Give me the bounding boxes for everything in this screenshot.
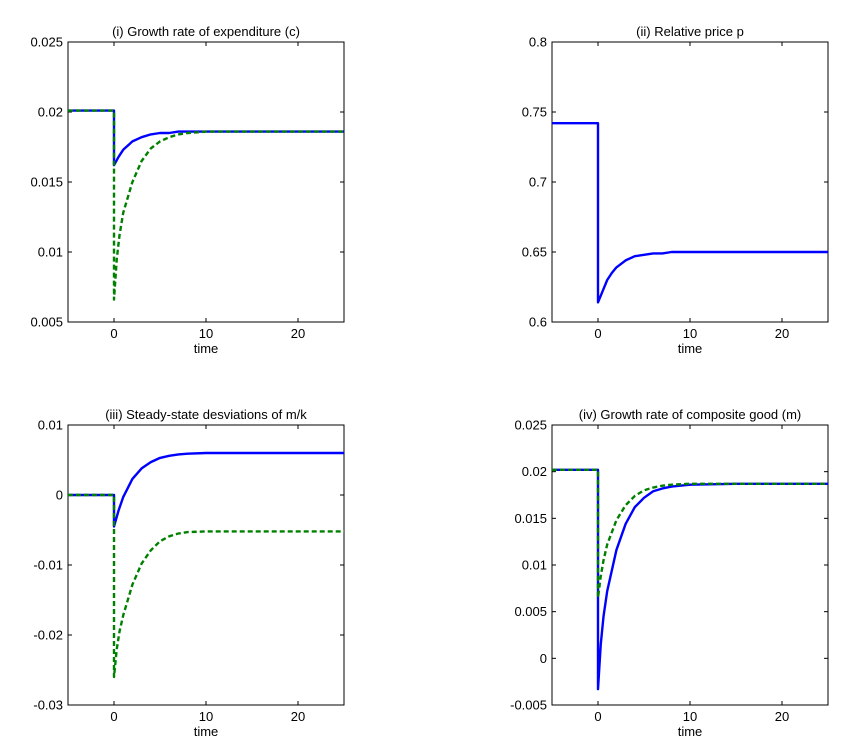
x-axis-label: time: [194, 341, 219, 356]
y-tick-label: -0.03: [33, 698, 63, 713]
y-tick-label: 0.6: [529, 315, 547, 330]
chart-panel-3: 0 10 20 -0.03 -0.02 -0.01 0 0.01 (iii) Steady-st…: [33, 407, 345, 739]
x-axis-label: time: [678, 724, 703, 739]
y-tick-label: -0.005: [510, 698, 547, 713]
series-line-2: [68, 493, 344, 679]
chart-title: (ii) Relative price p: [636, 24, 744, 39]
y-tick-label: 0.005: [514, 604, 547, 619]
y-tick-label: 0.65: [522, 245, 547, 260]
y-tick-label: 0.025: [514, 418, 547, 433]
x-tick-label: 10: [199, 709, 213, 724]
x-tick-label: 20: [775, 326, 789, 341]
y-tick-label: 0.02: [38, 105, 63, 120]
y-tick-label: 0.01: [522, 558, 547, 573]
x-tick-label: 10: [199, 326, 213, 341]
series-line-2: [68, 109, 344, 301]
x-axis-label: time: [678, 341, 703, 356]
series-line-1: [552, 122, 828, 304]
y-tick-label: 0.005: [30, 315, 63, 330]
chart-panel-2: 0 10 20 0.6 0.65 0.7 0.75 0.8 (ii) Relative pric…: [522, 24, 829, 356]
y-tick-label: 0.02: [522, 464, 547, 479]
plot-area: [67, 424, 345, 706]
chart-panel-1: 0 10 20 0.005 0.01 0.015 0.02 0.025 (i) Growth r…: [30, 24, 345, 356]
plot-area: [551, 424, 829, 706]
x-tick-label: 0: [594, 709, 601, 724]
x-tick-label: 20: [775, 709, 789, 724]
y-tick-label: 0: [56, 488, 63, 503]
y-tick-label: -0.02: [33, 628, 63, 643]
chart-title: (i) Growth rate of expenditure (c): [112, 24, 300, 39]
y-tick-label: 0.01: [38, 245, 63, 260]
y-tick-label: 0.01: [38, 418, 63, 433]
plot-area: [551, 41, 829, 323]
y-tick-label: 0.75: [522, 105, 547, 120]
plot-area: [67, 41, 345, 323]
series-line-2: [552, 468, 828, 599]
chart-panel-4: 0 10 20 -0.005 0 0.005 0.01 0.015 0.02 0.025 (iv) …: [510, 407, 829, 739]
y-tick-label: 0.015: [30, 175, 63, 190]
x-tick-label: 0: [594, 326, 601, 341]
y-tick-label: 0: [540, 651, 547, 666]
x-tick-label: 10: [683, 326, 697, 341]
series-line-1: [68, 451, 344, 528]
y-tick-label: -0.01: [33, 558, 63, 573]
x-tick-label: 20: [291, 326, 305, 341]
chart-title: (iii) Steady-state desviations of m/k: [105, 407, 307, 422]
x-tick-label: 0: [110, 326, 117, 341]
y-tick-label: 0.015: [514, 511, 547, 526]
y-tick-label: 0.8: [529, 35, 547, 50]
chart-title: (iv) Growth rate of composite good (m): [579, 407, 802, 422]
y-tick-label: 0.025: [30, 35, 63, 50]
series-line-1: [552, 468, 828, 691]
y-tick-label: 0.7: [529, 175, 547, 190]
x-tick-label: 20: [291, 709, 305, 724]
x-tick-label: 10: [683, 709, 697, 724]
x-axis-label: time: [194, 724, 219, 739]
x-tick-label: 0: [110, 709, 117, 724]
